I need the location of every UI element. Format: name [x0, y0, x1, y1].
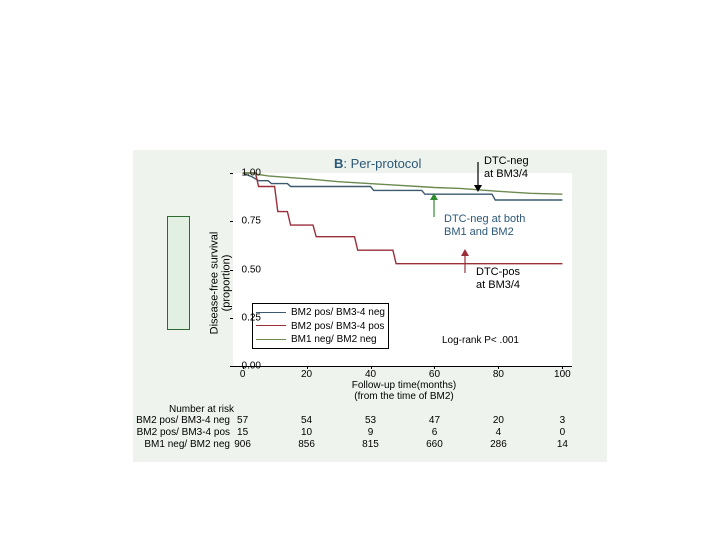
risk-cell: 3 [560, 415, 566, 426]
risk-cell: 4 [496, 427, 502, 438]
x-axis [233, 366, 572, 367]
ytick-label: 1.00 [242, 168, 261, 179]
xtick-label: 0 [240, 369, 246, 380]
logrank-text: Log-rank P< .001 [442, 335, 519, 346]
risk-cell: 14 [557, 439, 568, 450]
legend-label: BM2 pos/ BM3-4 neg [291, 307, 385, 318]
legend-item: BM2 pos/ BM3-4 pos [256, 320, 385, 334]
legend-label: BM2 pos/ BM3-4 pos [291, 321, 384, 332]
annot-bot: DTC-pos at BM3/4 [476, 266, 520, 291]
xtick [562, 366, 563, 369]
ytick [230, 270, 233, 271]
arrow-top [472, 162, 484, 192]
risk-row-label: BM2 pos/ BM3-4 neg [134, 415, 230, 426]
xtick-label: 60 [429, 369, 440, 380]
panel-title: B: Per-protocol [334, 156, 421, 171]
legend-swatch [256, 325, 286, 326]
risk-cell: 856 [298, 439, 315, 450]
chart-panel: B: Per-protocol Disease-free survival (p… [133, 150, 607, 462]
risk-cell: 660 [426, 439, 443, 450]
xtick-label: 40 [365, 369, 376, 380]
xtick-label: 80 [493, 369, 504, 380]
xtick [434, 366, 435, 369]
ytick-label: 0.25 [242, 312, 261, 323]
x-axis-label: Follow-up time(months) (from the time of… [314, 380, 494, 402]
arrow-bot [458, 249, 472, 273]
ytick-label: 0.75 [242, 216, 261, 227]
ytick [230, 318, 233, 319]
legend-swatch [256, 339, 286, 340]
xtick [243, 366, 244, 369]
ytick [230, 173, 233, 174]
y-axis-label: Disease-free survival (proportion) [208, 232, 232, 335]
risk-cell: 57 [237, 415, 248, 426]
risk-cell: 0 [560, 427, 566, 438]
legend-label: BM1 neg/ BM2 neg [291, 334, 377, 345]
xtick-label: 100 [554, 369, 571, 380]
risk-cell: 47 [429, 415, 440, 426]
arrow-mid [427, 193, 441, 217]
risk-cell: 286 [490, 439, 507, 450]
xtick [371, 366, 372, 369]
annot-top: DTC-neg at BM3/4 [484, 155, 529, 180]
legend-item: BM2 pos/ BM3-4 neg [256, 306, 385, 320]
risk-cell: 815 [362, 439, 379, 450]
legend-item: BM1 neg/ BM2 neg [256, 333, 385, 347]
risk-cell: 9 [368, 427, 374, 438]
title-prefix: B [334, 156, 343, 171]
risk-cell: 10 [301, 427, 312, 438]
risk-cell: 15 [237, 427, 248, 438]
risk-cell: 6 [432, 427, 438, 438]
ytick [230, 221, 233, 222]
xtick [498, 366, 499, 369]
risk-cell: 54 [301, 415, 312, 426]
title-text: : Per-protocol [343, 156, 421, 171]
risk-header: Number at risk [164, 404, 234, 415]
risk-cell: 906 [234, 439, 251, 450]
risk-row-label: BM1 neg/ BM2 neg [134, 439, 230, 450]
risk-cell: 20 [493, 415, 504, 426]
ytick-label: 0.50 [242, 264, 261, 275]
ylabel-box [167, 216, 190, 330]
risk-cell: 53 [365, 415, 376, 426]
risk-row-label: BM2 pos/ BM3-4 pos [134, 427, 230, 438]
ytick [230, 366, 233, 367]
legend: BM2 pos/ BM3-4 neg BM2 pos/ BM3-4 pos BM1 … [252, 303, 389, 349]
xtick-label: 20 [301, 369, 312, 380]
annot-mid: DTC-neg at both BM1 and BM2 [444, 213, 525, 238]
xtick [307, 366, 308, 369]
